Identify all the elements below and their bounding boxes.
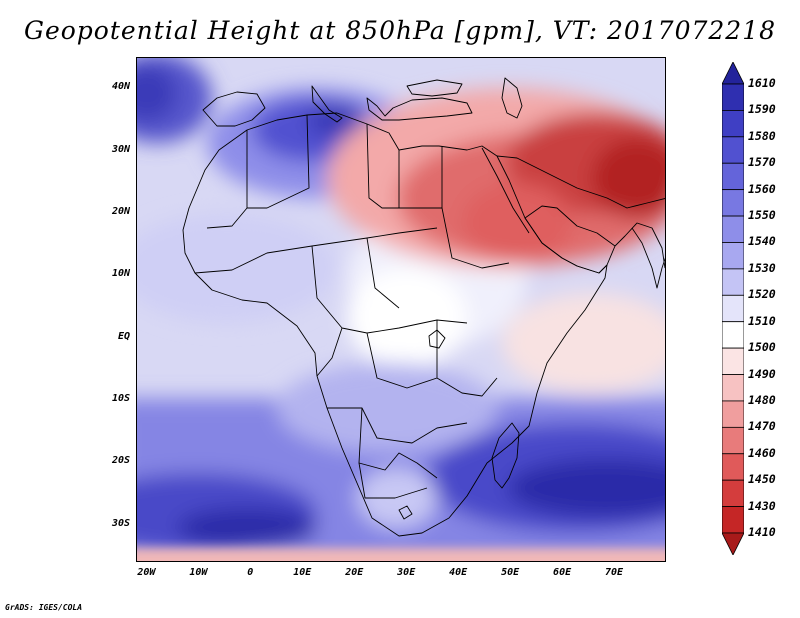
lon-tick-label: 20E: [345, 567, 364, 578]
colorbar-swatch: [722, 110, 744, 138]
map-panel: [136, 57, 666, 562]
colorbar-swatch: [722, 268, 744, 296]
colorbar-label: 1540: [748, 234, 776, 249]
lon-tick-label: 50E: [501, 567, 520, 578]
colorbar-swatch: [722, 453, 744, 481]
colorbar-label: 1470: [748, 419, 776, 434]
lat-tick-label: 20N: [111, 205, 130, 217]
colorbar-label: 1610: [748, 76, 776, 90]
colorbar-swatch: [722, 136, 744, 164]
lat-tick-label: 40N: [111, 81, 130, 93]
colorbar-label: 1450: [748, 472, 776, 487]
colorbar-swatch: [722, 400, 744, 428]
lat-tick-label: 20S: [111, 455, 130, 467]
colorbar-label: 1480: [748, 392, 776, 407]
lon-tick-label: 10W: [189, 567, 208, 578]
colorbar-swatch: [722, 506, 744, 534]
lon-tick-label: 60E: [553, 567, 572, 578]
colorbar-swatch: [722, 215, 744, 243]
lon-tick-label: 40E: [449, 567, 468, 578]
colorbar-label: 1490: [748, 366, 776, 381]
colorbar-swatch: [722, 347, 744, 375]
colorbar-swatch: [722, 83, 744, 111]
colorbar-label: 1550: [748, 208, 776, 223]
colorbar-label: 1560: [748, 181, 776, 196]
colorbar-swatch: [722, 479, 744, 507]
lat-tick-label: 10N: [111, 268, 130, 280]
colorbar-label: 1580: [748, 128, 776, 143]
colorbar-label: 1500: [748, 340, 776, 355]
colorbar-label: 1530: [748, 260, 776, 275]
colorbar-swatch: [722, 374, 744, 402]
colorbar-label: 1570: [748, 155, 776, 170]
lon-tick-label: 30E: [397, 567, 416, 578]
colorbar-label: 1410: [748, 525, 776, 539]
colorbar-swatch: [722, 162, 744, 191]
geopotential-height-field: [137, 58, 665, 561]
lat-tick-label: EQ: [117, 330, 130, 342]
lat-tick-label: 10S: [111, 392, 130, 404]
colorbar: [722, 62, 744, 555]
map-title: Geopotential Height at 850hPa [gpm], VT:…: [23, 16, 777, 45]
lat-tick-label: 30S: [111, 517, 130, 529]
coastlines-and-borders: [182, 77, 665, 537]
grads-credit: GrADS: IGES/COLA: [5, 603, 83, 612]
lon-tick-label: 10E: [293, 567, 312, 578]
lon-tick-label: 70E: [605, 567, 624, 578]
lon-tick-label: 20W: [137, 567, 156, 578]
colorbar-swatch: [722, 294, 744, 323]
colorbar-swatch: [722, 426, 744, 455]
colorbar-label: 1520: [748, 287, 776, 302]
colorbar-bottom-arrow: [722, 532, 744, 555]
colorbar-swatch: [722, 189, 744, 217]
colorbar-swatch: [722, 321, 744, 349]
colorbar-label: 1510: [748, 313, 776, 328]
lon-tick-label: 0: [247, 567, 254, 578]
colorbar-label: 1460: [748, 445, 776, 460]
colorbar-label: 1590: [748, 102, 776, 117]
colorbar-top-arrow: [722, 62, 744, 85]
lat-tick-label: 30N: [111, 143, 130, 155]
colorbar-label: 1430: [748, 498, 776, 513]
colorbar-swatch: [722, 242, 744, 270]
